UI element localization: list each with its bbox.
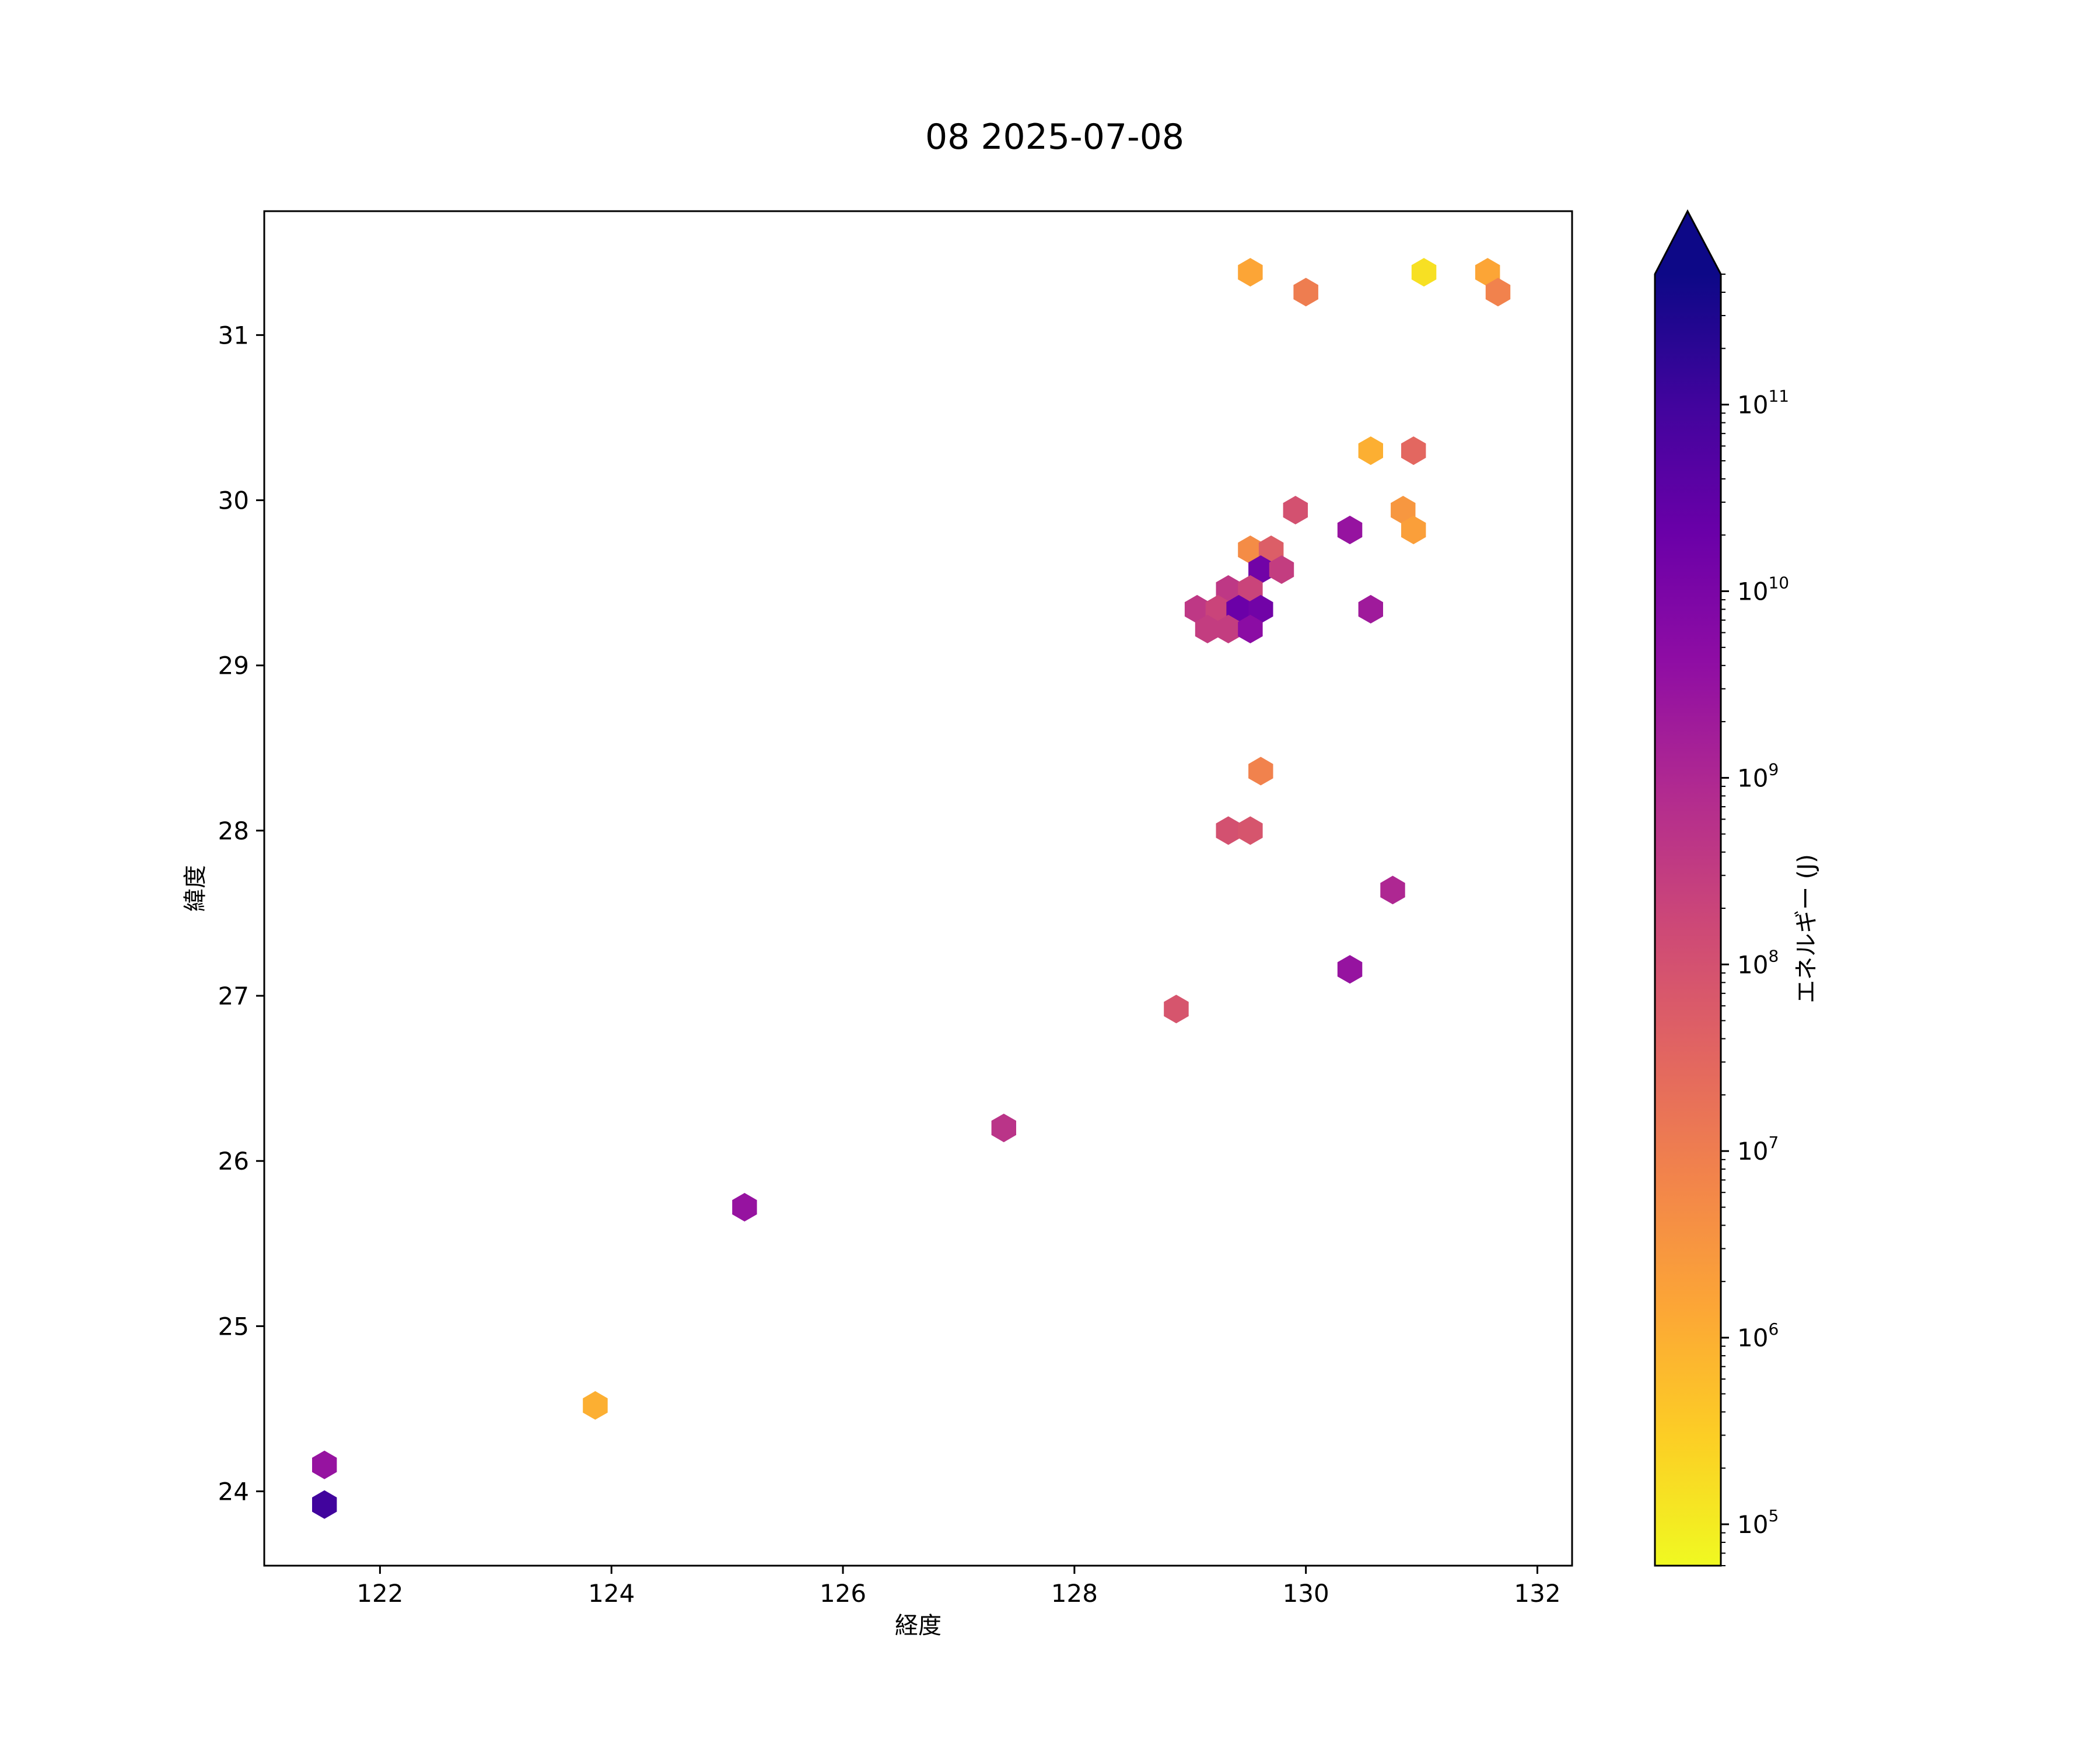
y-tick-label: 25 [218,1312,249,1340]
hexbin-cells [312,258,1511,1519]
colorbar-tick-label: 105 [1737,1506,1779,1539]
hexbin-cell [1216,816,1241,845]
hexbin-cell [1258,536,1284,564]
colorbar-tick-label: 109 [1737,760,1779,792]
plot-area [263,210,1573,1567]
x-tick-label: 128 [1051,1579,1098,1608]
hexbin-cell [1485,278,1511,307]
colorbar-tick-label: 1010 [1737,573,1789,606]
hexbin-cell [1401,436,1426,466]
y-tick-label: 26 [218,1147,249,1175]
hexbin-cell [732,1193,757,1222]
hexbin-cell [1269,555,1294,584]
hexbin-cell [1216,575,1241,604]
colorbar-tick-label: 107 [1737,1133,1779,1166]
colorbar-extend-arrow [1655,211,1721,274]
hexbin-cell [1337,516,1363,544]
x-tick-label: 122 [356,1579,403,1608]
hexbin-cell [1391,496,1416,524]
hexbin-cell [1248,757,1273,786]
x-tick-label: 124 [588,1579,635,1608]
x-axis-label: 経度 [895,1612,942,1639]
x-tick-label: 130 [1283,1579,1329,1608]
colorbar-ticks: 105 106 107 108 109 1010 1011 [1721,274,1789,1566]
colorbar-tick-label: 108 [1737,946,1779,979]
hexbin-cell [1337,955,1363,984]
hexbin-cell [1216,614,1241,643]
hexbin-cell [1205,594,1231,624]
x-tick-label: 132 [1514,1579,1560,1608]
colorbar-tick-label: 1011 [1737,387,1789,419]
hexbin-cell [1238,816,1263,845]
hexbin-cell [583,1391,608,1420]
hexbin-cell [1411,258,1437,287]
colorbar-gradient [1655,274,1721,1566]
hexbin-cell [312,1450,337,1479]
y-tick-label: 28 [218,817,249,845]
hexbin-cell [1293,278,1318,307]
y-tick-label: 31 [218,321,249,349]
y-tick-label: 24 [218,1478,249,1506]
hexbin-cell [1238,258,1263,287]
y-axis-label: 緯度 [182,865,209,912]
hexbin-cell [1358,436,1383,466]
chart-title: 08 2025-07-08 [925,117,1184,158]
hexbin-cell [1380,876,1405,905]
hexbin-cell [1238,614,1263,643]
hexbin-cell [1358,594,1383,624]
hexbin-cell [991,1114,1016,1143]
hexbin-cell [1475,258,1500,287]
hexbin-cell [1238,575,1263,604]
hexbin-cell [1248,594,1273,624]
colorbar-tick-label: 106 [1737,1320,1779,1352]
hexbin-cell [1184,594,1210,624]
y-tick-label: 29 [218,652,249,680]
colorbar-outline [1654,209,1722,1567]
hexbin-cell [312,1490,337,1519]
hexbin-cell [1226,594,1251,624]
colorbar: 105 106 107 108 109 1010 1011 エネルギー (J) [1654,209,1820,1567]
hexbin-cell [1238,536,1263,564]
y-axis-ticks: 24 25 26 27 28 29 30 31 [218,321,264,1506]
x-axis-ticks: 122 124 126 128 130 132 [356,1566,1561,1608]
hexbin-cell [1195,614,1220,643]
x-tick-label: 126 [820,1579,866,1608]
y-tick-label: 30 [218,487,249,515]
y-tick-label: 27 [218,982,249,1010]
colorbar-label: エネルギー (J) [1793,854,1820,1003]
hexbin-cell [1164,995,1189,1024]
hexbin-cell [1283,496,1308,524]
hexbin-cell [1401,516,1426,544]
hexbin-cell [1248,555,1273,584]
